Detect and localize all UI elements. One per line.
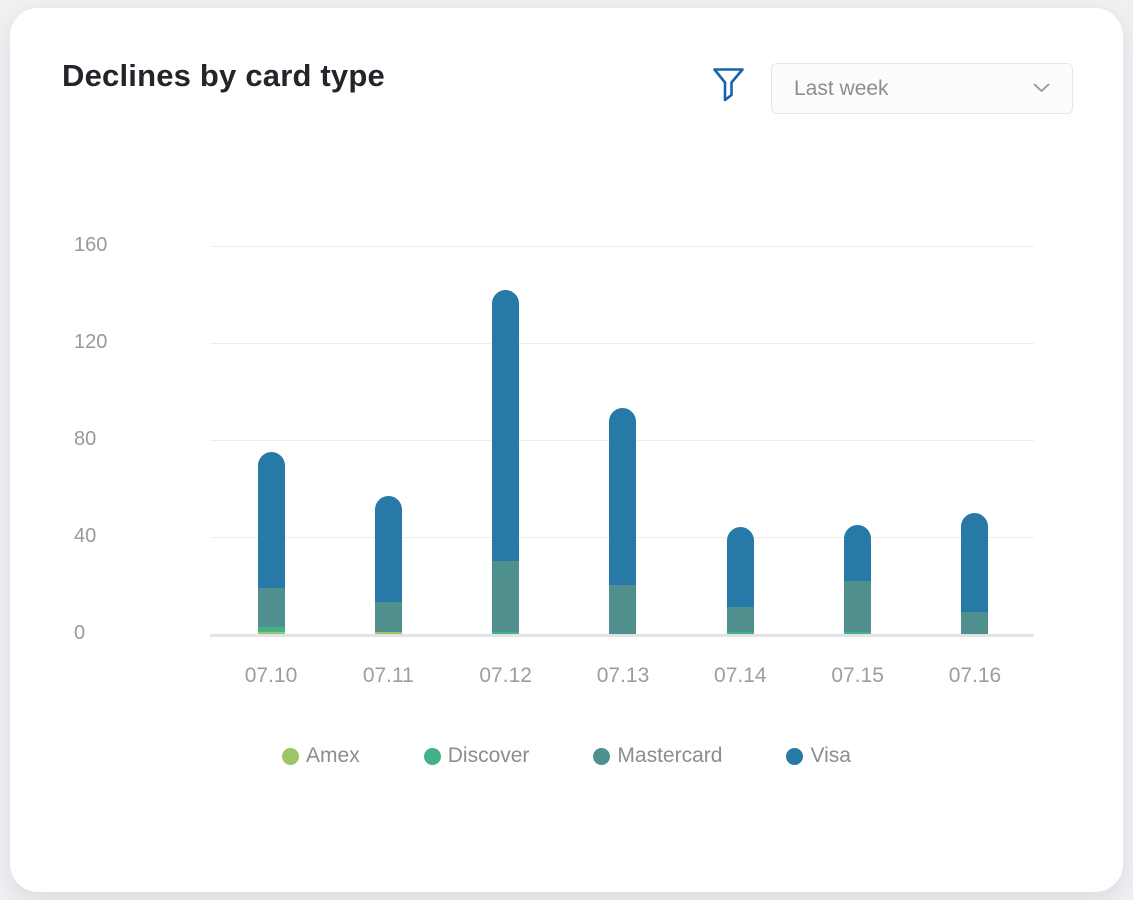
x-axis-tick-label: 07.13 — [596, 664, 650, 687]
bar-segment-visa[interactable] — [726, 527, 754, 608]
legend-item-discover[interactable]: Discover — [423, 744, 530, 768]
chart-legend: Amex Discover Mastercard Visa — [10, 744, 1123, 768]
declines-card: Declines by card type Last week 160 120 80… — [10, 8, 1123, 892]
bar-segment-amex[interactable] — [374, 631, 402, 634]
legend-dot-icon — [593, 747, 611, 765]
bar-segment-mastercard[interactable] — [374, 602, 402, 632]
y-axis-tick-label: 0 — [74, 622, 86, 644]
bar-07.10[interactable] — [257, 452, 285, 634]
bar-07.14[interactable] — [726, 527, 754, 634]
bar-segment-visa[interactable] — [961, 512, 989, 613]
bar-segment-visa[interactable] — [492, 289, 520, 562]
filter-button[interactable] — [708, 66, 748, 106]
y-axis-tick-label: 80 — [74, 428, 97, 450]
bar-segment-visa[interactable] — [257, 452, 285, 588]
legend-label: Amex — [306, 744, 360, 767]
gridline-y-160 — [210, 246, 1034, 247]
bar-segment-visa[interactable] — [609, 408, 637, 586]
bar-07.15[interactable] — [844, 524, 872, 634]
bar-segment-mastercard[interactable] — [609, 585, 637, 634]
legend-item-amex[interactable]: Amex — [282, 744, 360, 768]
x-axis-tick-label: 07.14 — [714, 664, 767, 687]
bar-chart: 160 120 80 40 0 07.10 07.11 07.12 07.13 07.14 07.1… — [10, 8, 1123, 892]
bar-segment-discover[interactable] — [257, 626, 285, 632]
x-axis-tick-label: 07.11 — [362, 664, 414, 687]
period-dropdown-value: Last week — [794, 76, 889, 100]
bar-segment-discover[interactable] — [726, 631, 754, 634]
x-axis-tick-label: 07.12 — [479, 664, 532, 687]
bar-07.16[interactable] — [961, 512, 989, 634]
period-dropdown[interactable]: Last week — [771, 63, 1073, 114]
page-title: Declines by card type — [62, 58, 385, 93]
bar-07.13[interactable] — [609, 408, 637, 634]
legend-dot-icon — [786, 747, 804, 765]
legend-item-mastercard[interactable]: Mastercard — [593, 744, 722, 768]
bar-segment-mastercard[interactable] — [257, 587, 285, 627]
y-axis-tick-label: 40 — [74, 525, 97, 547]
bar-segment-discover[interactable] — [844, 631, 872, 634]
x-axis-tick-label: 07.15 — [831, 664, 884, 687]
legend-dot-icon — [423, 747, 441, 765]
bar-segment-mastercard[interactable] — [726, 607, 754, 632]
bar-segment-mastercard[interactable] — [492, 561, 520, 632]
bar-segment-amex[interactable] — [257, 631, 285, 634]
chevron-down-icon — [1033, 80, 1050, 98]
legend-label: Discover — [447, 744, 530, 767]
bar-segment-discover[interactable] — [492, 631, 520, 634]
legend-dot-icon — [282, 747, 300, 765]
legend-label: Visa — [810, 744, 851, 767]
x-axis-tick-label: 07.10 — [244, 664, 298, 687]
gridline-y-120 — [210, 343, 1034, 344]
y-axis-tick-label: 120 — [74, 331, 108, 353]
bar-segment-visa[interactable] — [844, 524, 872, 581]
x-axis-tick-label: 07.16 — [948, 664, 1002, 687]
bar-07.12[interactable] — [492, 289, 520, 634]
y-axis-tick-label: 160 — [74, 234, 108, 256]
bar-segment-mastercard[interactable] — [844, 580, 872, 632]
bar-07.11[interactable] — [374, 495, 402, 634]
bar-segment-mastercard[interactable] — [961, 612, 989, 634]
gridline-y-0 — [210, 634, 1034, 637]
bar-segment-visa[interactable] — [374, 495, 402, 603]
legend-label: Mastercard — [617, 744, 723, 767]
legend-item-visa[interactable]: Visa — [786, 744, 851, 768]
filter-funnel-icon — [712, 67, 745, 106]
